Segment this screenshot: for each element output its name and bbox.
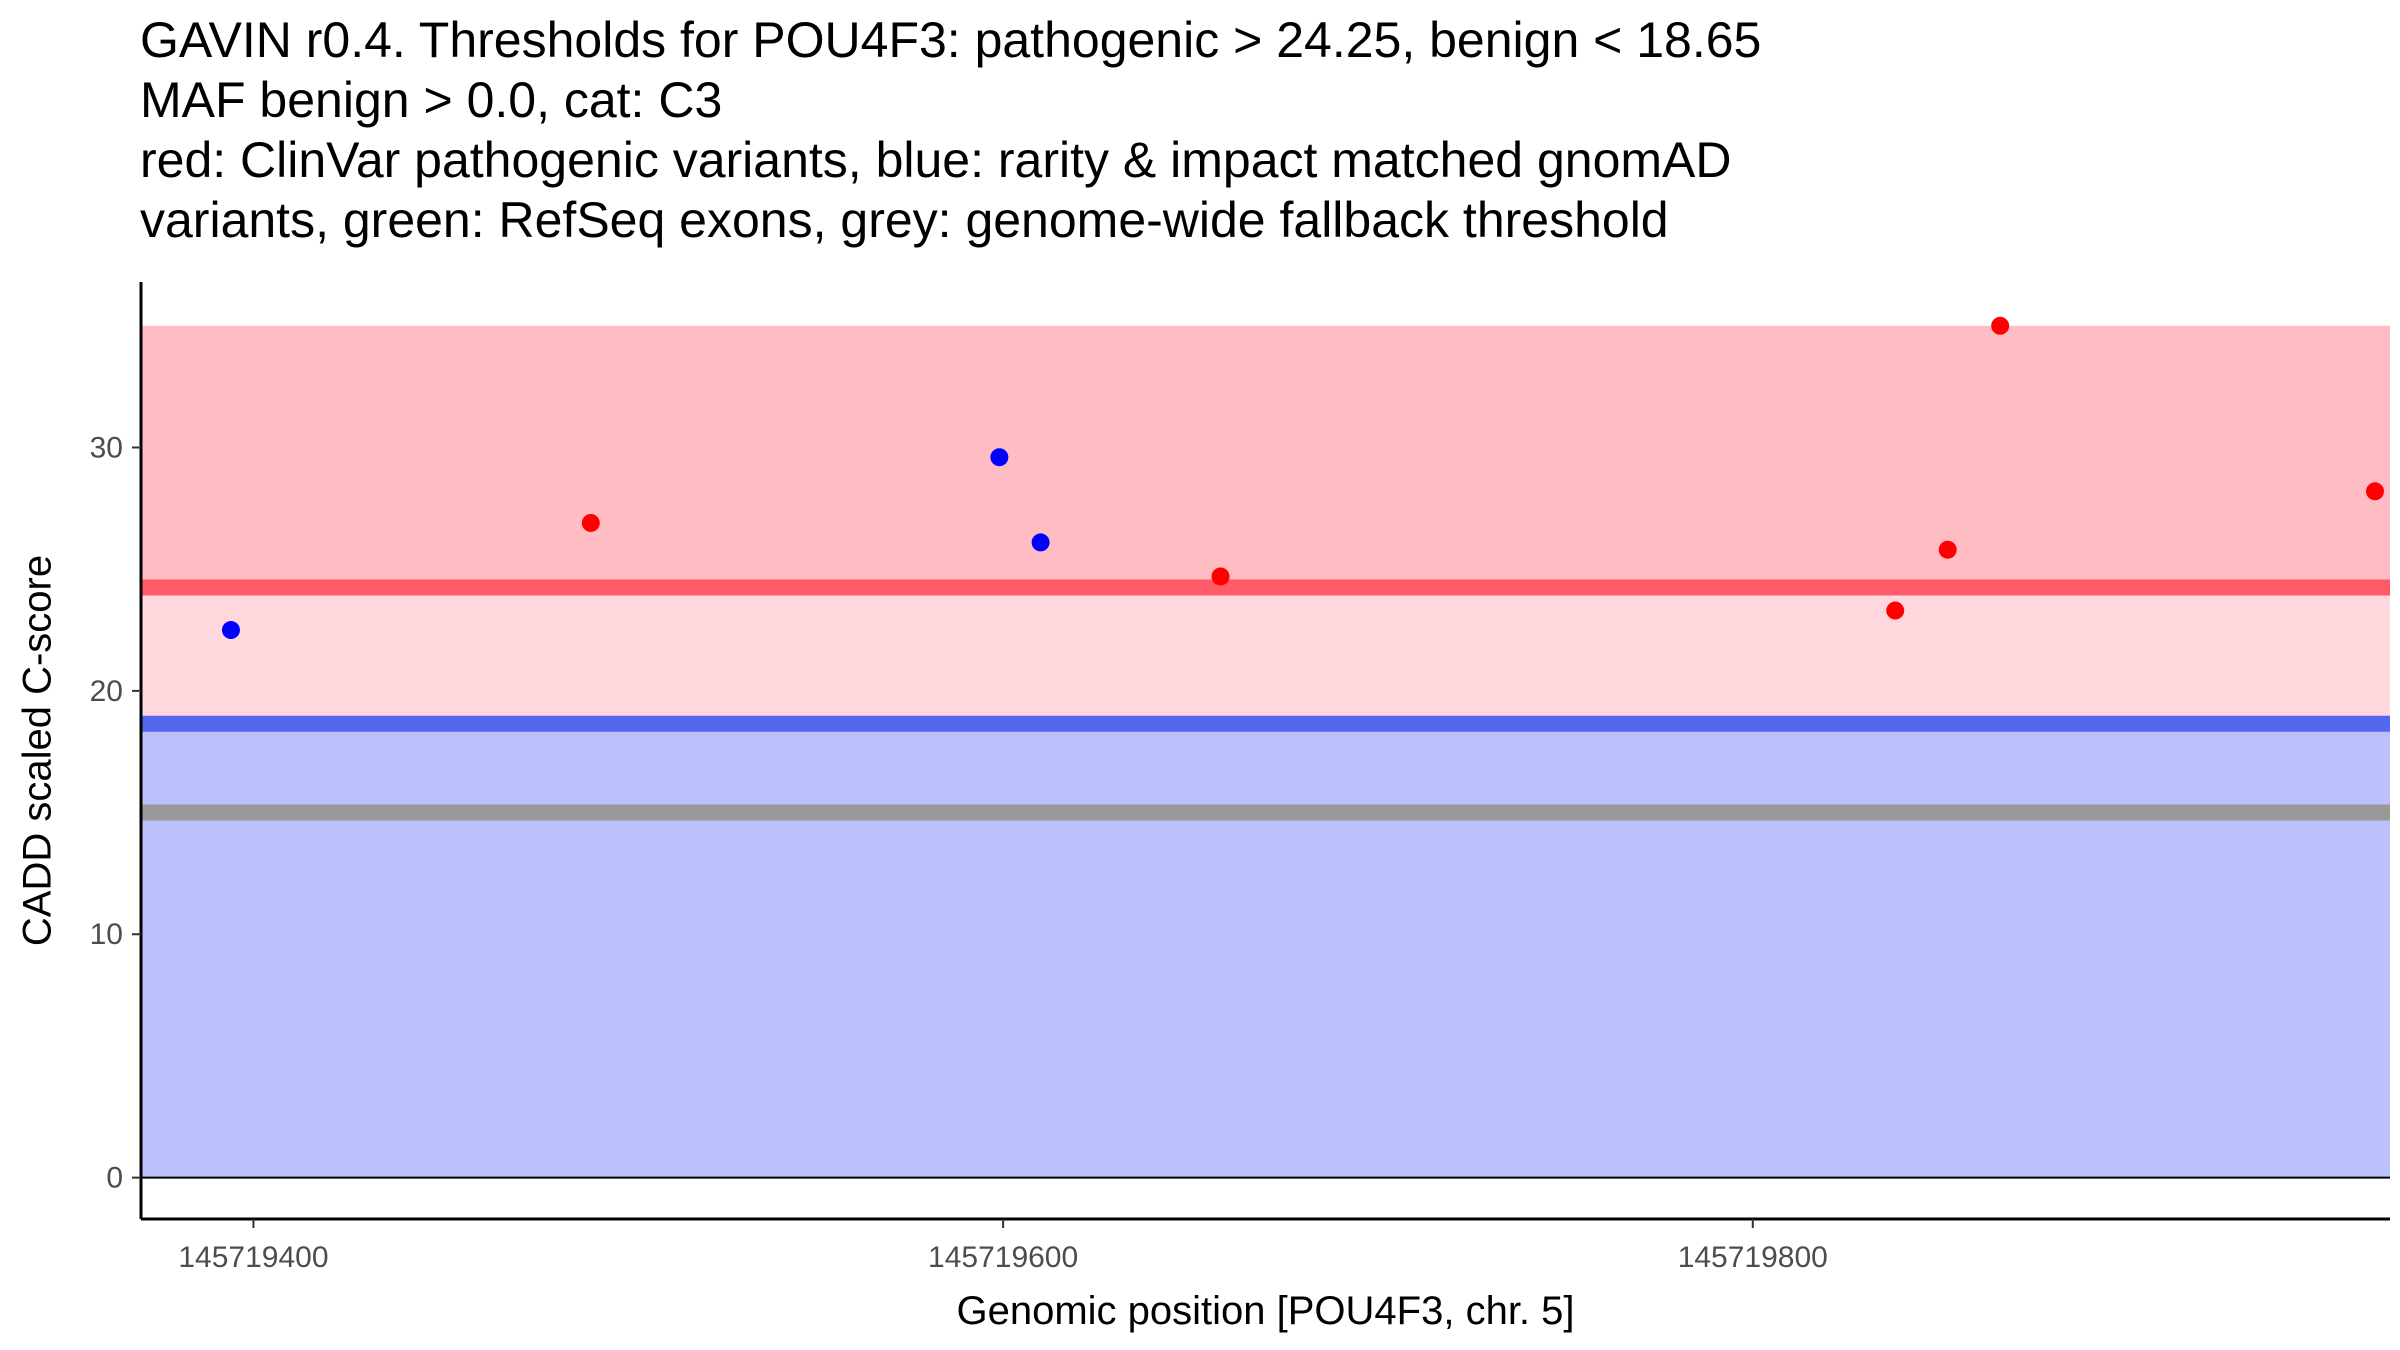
x-axis-title: Genomic position [POU4F3, chr. 5]	[956, 1289, 1574, 1333]
grey-zone-region	[141, 587, 2390, 724]
benign-region	[141, 723, 2390, 1178]
chart-title: GAVIN r0.4. Thresholds for POU4F3: patho…	[140, 10, 2380, 250]
data-point	[990, 448, 1009, 467]
pathogenic-region	[141, 325, 2390, 588]
title-line-2: MAF benign > 0.0, cat: C3	[140, 72, 723, 128]
x-tick-label: 145719400	[178, 1241, 328, 1274]
thresholds-layer	[141, 579, 2390, 821]
y-tick-label: 20	[90, 675, 123, 708]
title-line-3: red: ClinVar pathogenic variants, blue: …	[140, 132, 1732, 188]
y-ticks-layer: 0 10 20 30	[90, 431, 141, 1195]
x-tick-label: 145719600	[928, 1241, 1078, 1274]
series-gnomad-matched	[221, 448, 1050, 640]
data-point	[581, 513, 600, 532]
data-point	[1211, 567, 1230, 586]
data-point	[1991, 316, 2010, 335]
data-point	[2366, 482, 2385, 501]
y-tick-label: 10	[90, 918, 123, 951]
y-tick-label: 30	[90, 431, 123, 464]
y-axis-title: CADD scaled C-score	[16, 555, 60, 946]
points-layer	[221, 316, 2385, 640]
series-clinvar-pathogenic	[581, 316, 2385, 620]
data-point	[1031, 533, 1050, 552]
axes-layer	[139, 282, 2390, 1221]
title-line-4: variants, green: RefSeq exons, grey: gen…	[140, 192, 1669, 248]
x-ticks-layer: 145719400 145719600 145719800	[178, 1219, 1828, 1274]
data-point	[221, 621, 240, 640]
regions-layer	[141, 325, 2390, 1178]
data-point	[1938, 540, 1957, 559]
x-tick-label: 145719800	[1678, 1241, 1828, 1274]
data-point	[1886, 601, 1905, 620]
y-tick-label: 0	[106, 1162, 123, 1195]
title-line-1: GAVIN r0.4. Thresholds for POU4F3: patho…	[140, 12, 1762, 68]
